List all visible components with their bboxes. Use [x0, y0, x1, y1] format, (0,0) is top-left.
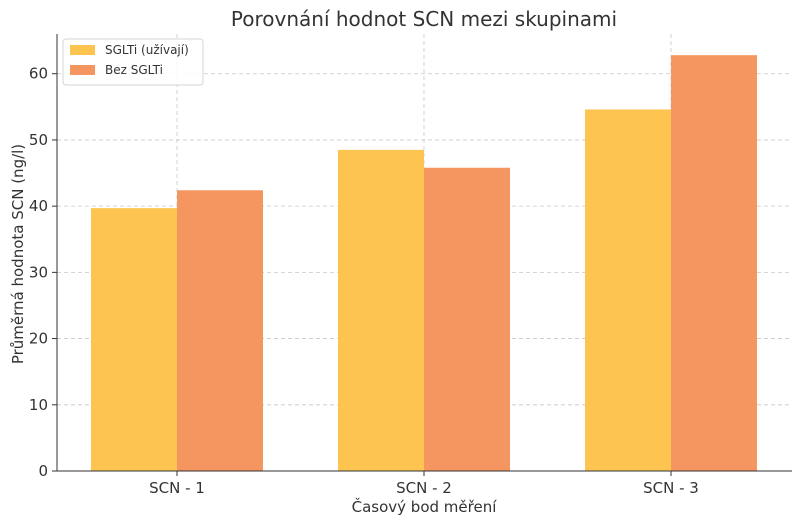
x-tick-label-0: SCN - 1	[149, 479, 205, 497]
y-tick-label-3: 30	[29, 263, 48, 281]
bar-series-1-cat-2	[671, 55, 757, 472]
y-axis-ticks: 0 10 20 30 40 50 60	[29, 65, 57, 480]
chart-title: Porovnání hodnot SCN mezi skupinami	[231, 7, 617, 31]
legend-swatch-1	[70, 65, 95, 75]
y-axis-label: Průměrná hodnota SCN (ng/l)	[9, 144, 27, 364]
bars	[91, 55, 757, 472]
y-tick-label-6: 60	[29, 65, 48, 83]
y-tick-label-1: 10	[29, 396, 48, 414]
legend-swatch-0	[70, 45, 95, 55]
legend-box	[62, 38, 204, 86]
y-tick-label-4: 40	[29, 197, 48, 215]
y-tick-label-0: 0	[38, 462, 48, 480]
x-tick-label-2: SCN - 3	[643, 479, 699, 497]
legend: SGLTi (užívají) Bez SGLTi	[62, 38, 204, 86]
bar-series-0-cat-1	[338, 149, 424, 471]
bar-series-1-cat-1	[424, 167, 510, 472]
bar-series-0-cat-2	[585, 109, 671, 472]
bar-series-0-cat-0	[91, 208, 177, 471]
legend-label-0: SGLTi (užívají)	[105, 43, 189, 57]
bar-series-1-cat-0	[177, 190, 263, 471]
x-axis-ticks: SCN - 1 SCN - 2 SCN - 3	[149, 471, 699, 497]
legend-label-1: Bez SGLTi	[105, 63, 163, 77]
x-tick-label-1: SCN - 2	[396, 479, 452, 497]
x-axis-label: Časový bod měření	[352, 497, 498, 516]
y-tick-label-5: 50	[29, 131, 48, 149]
y-tick-label-2: 20	[29, 330, 48, 348]
